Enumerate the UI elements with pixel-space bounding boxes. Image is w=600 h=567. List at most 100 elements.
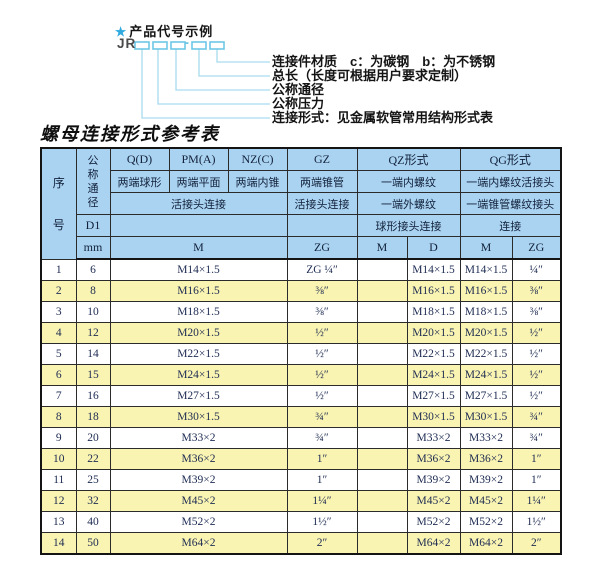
cell-seq: 3 <box>40 301 77 323</box>
table-row: 2 8 M16×1.5 ⅜″ M16×1.5 M16×1.5 ⅜″ <box>40 280 562 302</box>
table-row: 5 14 M22×1.5 ½″ M22×1.5 M22×1.5 ½″ <box>40 343 562 365</box>
cell-qg-m: M39×2 <box>459 469 513 491</box>
cell-qz-m <box>356 322 408 344</box>
cell-m: M24×1.5 <box>109 364 288 386</box>
cell-zg: 2″ <box>286 532 358 555</box>
star-icon: ★ <box>115 25 128 39</box>
cell-dn: 32 <box>75 490 111 512</box>
cell-dn: 20 <box>75 427 111 449</box>
header-seq: 序 号 <box>40 147 77 260</box>
header-qg-sub3: 连接 <box>459 214 562 237</box>
cell-m: M14×1.5 <box>109 258 288 281</box>
cell-dn: 8 <box>75 280 111 302</box>
cell-seq: 14 <box>40 532 77 555</box>
header-col-qg: QG形式 <box>459 147 562 171</box>
header-col-nz: NZ(C) <box>227 147 288 171</box>
code-separator: - <box>184 34 189 51</box>
header-gz-sub: 两端锥管 <box>286 170 358 193</box>
header-col-q: Q(D) <box>109 147 170 171</box>
cell-seq: 10 <box>40 448 77 470</box>
cell-zg: 1″ <box>286 469 358 491</box>
code-label-material: 连接件材质 c：为碳钢 b：为不锈钢 <box>272 54 496 69</box>
cell-qz-m <box>356 343 408 365</box>
table-row: 13 40 M52×2 1½″ M52×2 M52×2 1½″ <box>40 511 562 533</box>
cell-qz-d: M33×2 <box>406 427 461 449</box>
cell-m: M45×2 <box>109 490 288 512</box>
cell-zg: ½″ <box>286 322 358 344</box>
header-qz-sub1: 一端内螺纹 <box>356 170 461 193</box>
cell-dn: 40 <box>75 511 111 533</box>
cell-zg: ⅜″ <box>286 301 358 323</box>
cell-qz-d: M45×2 <box>406 490 461 512</box>
cell-m: M33×2 <box>109 427 288 449</box>
cell-zg: ⅜″ <box>286 280 358 302</box>
cell-qz-m <box>356 532 408 555</box>
code-box-5 <box>209 41 225 50</box>
cell-qz-d: M16×1.5 <box>406 280 461 302</box>
header-mm: mm <box>75 236 111 260</box>
cell-qg-zg: 1¼″ <box>511 490 562 512</box>
cell-qz-m <box>356 301 408 323</box>
cell-zg: ½″ <box>286 343 358 365</box>
cell-qz-m <box>356 511 408 533</box>
diagram-title-text: 产品代号示例 <box>129 24 214 39</box>
cell-qz-d: M14×1.5 <box>406 258 461 281</box>
code-box-2 <box>152 41 168 50</box>
cell-qg-zg: ½″ <box>511 364 562 386</box>
code-box-1 <box>134 41 150 50</box>
nut-table-body: 1 6 M14×1.5 ZG ¼″ M14×1.5 M14×1.5 ¼″ 2 8… <box>40 258 562 555</box>
code-label-conn-form: 连接形式：见金属软管常用结构形式表 <box>272 110 494 125</box>
header-pm-sub: 两端平面 <box>168 170 229 193</box>
table-row: 6 15 M24×1.5 ½″ M24×1.5 M24×1.5 ½″ <box>40 364 562 386</box>
cell-seq: 9 <box>40 427 77 449</box>
cell-qg-zg: ¼″ <box>511 258 562 281</box>
cell-qz-m <box>356 258 408 281</box>
cell-qg-zg: 1″ <box>511 469 562 491</box>
cell-seq: 11 <box>40 469 77 491</box>
code-box-4 <box>191 41 207 50</box>
header-qz-sub3: 球形接头连接 <box>356 214 461 237</box>
cell-seq: 2 <box>40 280 77 302</box>
header-qg-zg: ZG <box>511 236 562 260</box>
cell-qg-m: M24×1.5 <box>459 364 513 386</box>
cell-qz-m <box>356 364 408 386</box>
header-col-pm: PM(A) <box>168 147 229 171</box>
header-d1: D1 <box>75 214 111 237</box>
header-row-3: 活接头连接 活接头连接 一端外螺纹 一端锥管螺纹接头 <box>41 192 562 215</box>
header-qg-sub2: 一端锥管螺纹接头 <box>459 192 562 215</box>
table-row: 1 6 M14×1.5 ZG ¼″ M14×1.5 M14×1.5 ¼″ <box>40 258 562 281</box>
cell-m: M39×2 <box>109 469 288 491</box>
cell-qg-zg: ¾″ <box>511 406 562 428</box>
cell-qg-m: M14×1.5 <box>459 258 513 281</box>
cell-qz-d: M18×1.5 <box>406 301 461 323</box>
cell-qg-zg: ⅜″ <box>511 301 562 323</box>
header-dn: 公 称 通 径 <box>75 147 111 215</box>
cell-qz-m <box>356 280 408 302</box>
table-row: 9 20 M33×2 ¾″ M33×2 M33×2 ¾″ <box>40 427 562 449</box>
nut-connection-table: 序 号 公 称 通 径 Q(D) PM(A) NZ(C) GZ QZ形式 QG形… <box>40 147 562 555</box>
diagram-title: ★ 产品代号示例 <box>115 21 213 40</box>
cell-qg-zg: ⅜″ <box>511 280 562 302</box>
cell-seq: 5 <box>40 343 77 365</box>
cell-qz-d: M36×2 <box>406 448 461 470</box>
cell-zg: 1¼″ <box>286 490 358 512</box>
cell-m: M30×1.5 <box>109 406 288 428</box>
cell-zg: ¾″ <box>286 427 358 449</box>
cell-seq: 8 <box>40 406 77 428</box>
cell-m: M52×2 <box>109 511 288 533</box>
cell-qg-zg: 1″ <box>511 448 562 470</box>
cell-qg-m: M16×1.5 <box>459 280 513 302</box>
header-union-joint: 活接头连接 <box>109 192 288 215</box>
cell-qg-zg: 1½″ <box>511 511 562 533</box>
cell-qg-m: M64×2 <box>459 532 513 555</box>
table-row: 7 16 M27×1.5 ½″ M27×1.5 M27×1.5 ½″ <box>40 385 562 407</box>
cell-zg: ZG ¼″ <box>286 258 358 281</box>
cell-zg: 1″ <box>286 448 358 470</box>
cell-dn: 16 <box>75 385 111 407</box>
table-header: 序 号 公 称 通 径 Q(D) PM(A) NZ(C) GZ QZ形式 QG形… <box>40 147 562 260</box>
cell-qz-m <box>356 406 408 428</box>
cell-m: M27×1.5 <box>109 385 288 407</box>
header-col-qz: QZ形式 <box>356 147 461 171</box>
cell-qg-m: M18×1.5 <box>459 301 513 323</box>
